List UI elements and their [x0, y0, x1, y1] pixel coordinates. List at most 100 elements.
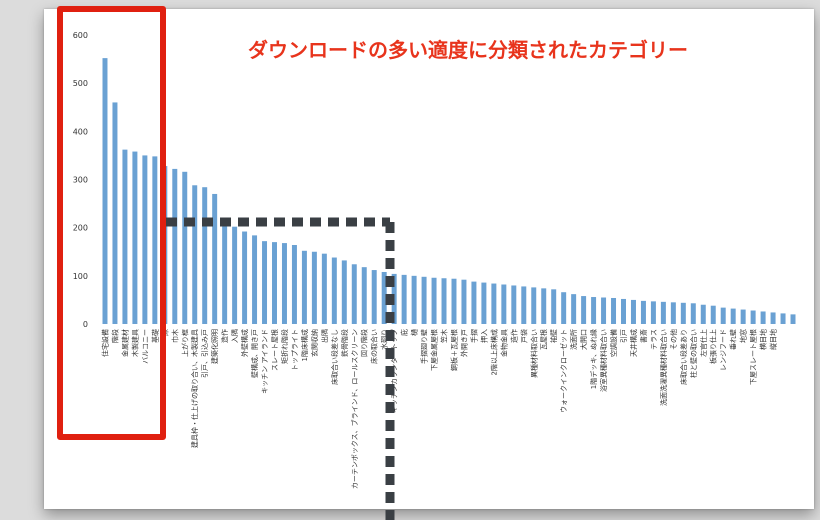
x-tick-label: 下屋スレート屋根 — [749, 329, 758, 385]
bar — [381, 271, 387, 324]
x-tick-label: 押入 — [479, 329, 488, 343]
x-tick-label: バルコニー — [141, 329, 149, 364]
x-tick-label: 水廻り — [380, 329, 389, 350]
x-tick-label: レンジフード — [720, 329, 728, 371]
x-tick-label: 下屋金属屋根 — [430, 329, 439, 371]
bar — [451, 278, 457, 324]
bar — [621, 298, 626, 324]
x-tick-label: 階段 — [110, 329, 119, 343]
bar — [670, 302, 676, 324]
x-tick-label: 横目地 — [759, 329, 768, 350]
x-tick-label: 上がり框 — [180, 329, 189, 357]
bar — [640, 300, 646, 324]
bar — [222, 218, 228, 324]
x-tick-label: 2階以上床構成 — [489, 329, 498, 375]
y-tick-label: 500 — [73, 79, 88, 88]
bar — [112, 102, 118, 324]
x-tick-label: 入隅 — [230, 329, 239, 343]
x-tick-label: 笠木 — [440, 329, 449, 343]
bar — [690, 303, 696, 324]
bar — [321, 253, 327, 324]
x-tick-label: 外開き戸 — [459, 329, 468, 357]
bar — [700, 304, 706, 324]
bar — [411, 275, 417, 324]
x-tick-label: 板張り仕上 — [709, 329, 718, 364]
bar — [351, 264, 357, 324]
x-tick-label: 玄関収納 — [310, 329, 319, 357]
bar — [232, 226, 238, 324]
x-tick-label: 浴室異種材料取合い — [599, 329, 608, 392]
bar — [481, 282, 487, 324]
x-tick-label: 引戸、引込み戸 — [200, 329, 209, 378]
x-tick-label: 巾木 — [170, 329, 179, 343]
highlight-box — [57, 6, 166, 440]
x-tick-label: 鋼板＋瓦屋根 — [449, 329, 458, 371]
y-axis: 0 100 200 300 400 500 600 — [73, 31, 88, 329]
bar — [601, 297, 607, 324]
x-tick-label: 回り階段 — [360, 329, 369, 357]
bar — [790, 314, 796, 324]
bar — [152, 156, 158, 324]
bar — [272, 242, 277, 324]
x-tick-label: 壁構成、開き戸 — [250, 329, 259, 378]
bar — [281, 243, 287, 324]
bar — [720, 307, 726, 324]
x-tick-label: 袖壁 — [549, 329, 558, 343]
bar — [491, 283, 497, 324]
x-tick-label: 造作 — [509, 329, 518, 343]
bar — [730, 308, 736, 324]
bar — [421, 276, 427, 324]
x-tick-label: 瓦屋根 — [539, 329, 548, 350]
x-tick-label: 樋 — [410, 329, 419, 336]
bar — [242, 231, 248, 324]
bar — [611, 297, 617, 324]
x-tick-label: 柱と壁の取合い — [689, 329, 698, 378]
x-tick-label: 書斎 — [639, 329, 648, 343]
bar — [301, 250, 307, 324]
bar — [770, 312, 776, 324]
bar — [361, 267, 367, 324]
y-tick-label: 100 — [73, 272, 88, 281]
bar — [541, 288, 547, 324]
bar — [660, 301, 666, 324]
bar — [501, 284, 507, 324]
bar — [182, 171, 188, 324]
x-tick-label: 戸袋 — [519, 329, 528, 343]
x-tick-label: 大開口 — [579, 329, 588, 350]
x-tick-label: 建具枠・仕上げの取り合い、木製建具 — [190, 329, 199, 448]
x-tick-label: 床取合い段差なし — [330, 329, 339, 385]
x-tick-label: 手摺 — [469, 329, 478, 343]
x-tick-label: 1階デッキ、ぬれ縁 — [589, 329, 598, 389]
bar — [461, 279, 467, 324]
bar — [262, 241, 268, 324]
x-tick-label: 出隅 — [320, 329, 329, 343]
bar — [252, 235, 258, 324]
bar — [780, 313, 786, 324]
bar — [760, 311, 766, 324]
x-tick-label: スレート屋根 — [270, 329, 279, 371]
bar — [441, 278, 447, 324]
x-tick-label: 空調設備 — [609, 329, 618, 357]
x-tick-label: 異種材料取合い — [529, 329, 538, 378]
x-tick-label: 垂れ壁 — [729, 329, 738, 350]
x-tick-label: 住宅設備 — [100, 329, 109, 357]
bar — [571, 294, 577, 324]
bar — [511, 285, 517, 324]
y-tick-label: 200 — [73, 224, 88, 233]
x-tick-label: 引戸 — [619, 329, 628, 343]
x-tick-label: 地窓 — [739, 329, 748, 343]
x-tick-label: その他 — [669, 329, 678, 350]
bar — [192, 185, 198, 324]
y-tick-label: 400 — [73, 127, 88, 136]
bar — [551, 289, 557, 324]
bar — [102, 58, 108, 325]
x-tick-label: 左官仕上 — [699, 329, 708, 357]
x-tick-label: 外壁構成 — [240, 329, 249, 357]
annotation-layer — [57, 6, 395, 520]
bar — [341, 260, 347, 324]
x-tick-label: 矩折れ階段 — [280, 329, 289, 364]
bar — [561, 292, 567, 324]
bar — [401, 274, 407, 324]
x-tick-label: 基礎 — [150, 329, 159, 343]
